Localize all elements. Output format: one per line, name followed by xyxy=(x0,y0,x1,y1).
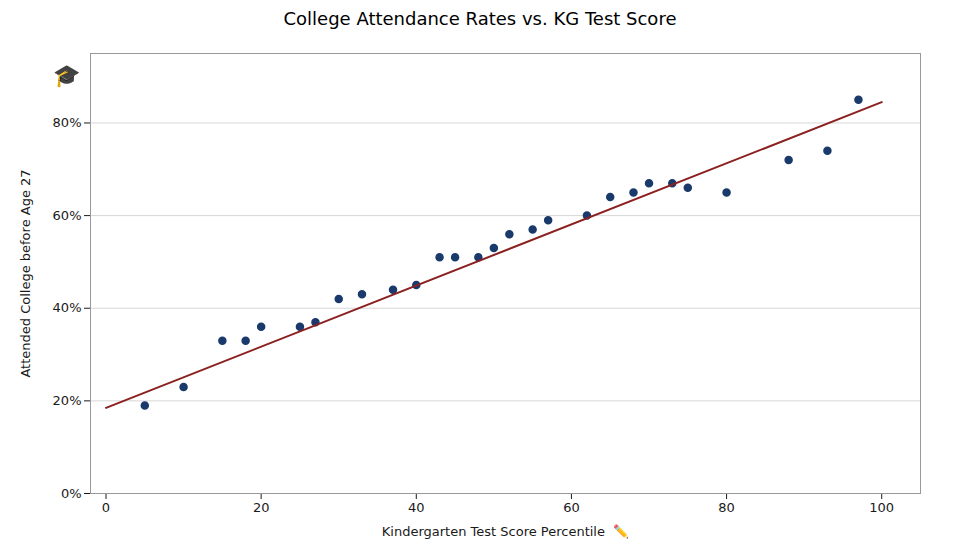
svg-text:20: 20 xyxy=(253,500,270,515)
svg-text:20%: 20% xyxy=(53,393,82,408)
svg-text:0%: 0% xyxy=(61,486,82,501)
svg-text:Attended College before Age 27: Attended College before Age 27 xyxy=(18,169,33,377)
svg-text:40%: 40% xyxy=(53,300,82,315)
svg-text:100: 100 xyxy=(869,500,894,515)
svg-text:0: 0 xyxy=(102,500,110,515)
svg-text:Kindergarten Test Score Percen: Kindergarten Test Score Percentile ✏️ xyxy=(382,523,629,539)
svg-text:80%: 80% xyxy=(53,115,82,130)
html-text:College Attendance Rates vs. K: College Attendance Rates vs. KG Test Sco… xyxy=(283,8,677,29)
svg-text:🎓: 🎓 xyxy=(53,63,80,88)
svg-text:60%: 60% xyxy=(53,208,82,223)
svg-text:40: 40 xyxy=(408,500,425,515)
svg-text:60: 60 xyxy=(563,500,580,515)
svg-text:80: 80 xyxy=(718,500,735,515)
